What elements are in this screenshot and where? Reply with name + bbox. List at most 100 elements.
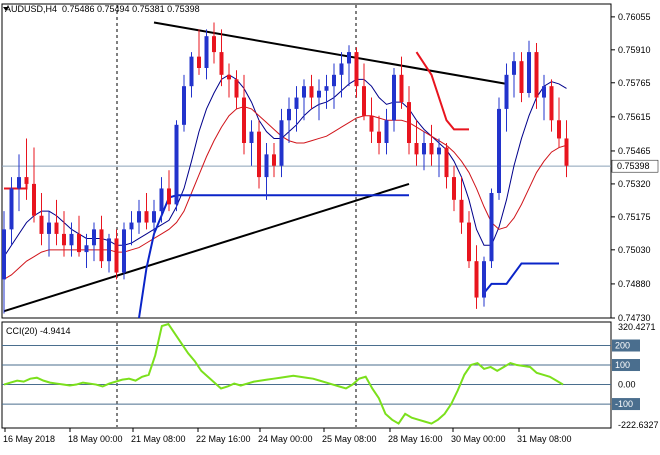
kijun-line-2 (483, 262, 559, 294)
candle-body (324, 86, 329, 91)
candle (377, 115, 381, 155)
candle (339, 52, 344, 98)
candle (392, 68, 396, 132)
time-tick-label: 16 May 2018 (3, 434, 55, 444)
time-tick-label: 25 May 08:00 (322, 434, 377, 444)
candle-body (564, 138, 569, 166)
current-price-label: 0.75398 (617, 161, 650, 171)
candle (122, 222, 126, 280)
candle (107, 233, 111, 273)
candle-layer (2, 22, 569, 314)
cci-tick-label: -222.6327 (618, 420, 659, 430)
cci-layer (3, 322, 564, 425)
candle-body (549, 86, 554, 121)
candle (272, 143, 276, 178)
candle (557, 97, 561, 148)
candle (519, 52, 524, 103)
candle (287, 97, 291, 143)
candle-body (287, 108, 291, 121)
candle-body (234, 79, 239, 98)
candle (17, 154, 21, 212)
slow-ma-line (3, 74, 567, 257)
candle-body (219, 52, 224, 75)
candle (309, 74, 314, 109)
candle-body (257, 131, 261, 178)
candle-body (384, 120, 389, 143)
candle (542, 74, 546, 121)
candle (399, 56, 404, 109)
candle-body (542, 86, 546, 98)
candle-body (534, 52, 539, 98)
candle (212, 22, 216, 64)
time-tick-label: 21 May 08:00 (131, 434, 186, 444)
resistance-trendline (153, 21, 507, 85)
candle (354, 47, 359, 98)
candle (429, 124, 434, 166)
candle (174, 120, 179, 212)
candle-body (474, 261, 479, 298)
candle-body (489, 193, 494, 262)
candle (504, 63, 509, 132)
candle-body (504, 74, 509, 109)
cci-level-badge (612, 359, 640, 372)
candle (324, 74, 329, 109)
candle (459, 177, 464, 234)
candle-body (204, 36, 209, 68)
price-tick-label: 0.75765 (618, 78, 651, 88)
candle (182, 74, 186, 132)
candle (474, 245, 479, 309)
dropdown-icon[interactable] (3, 7, 9, 11)
candle-body (557, 120, 561, 139)
cci-tick-label: -100 (615, 399, 633, 409)
candle-body (497, 108, 501, 193)
candle-body (527, 52, 531, 93)
candle (549, 79, 554, 132)
candle (159, 177, 164, 223)
candle (512, 52, 516, 98)
candle (137, 199, 141, 234)
candle-body (392, 74, 396, 121)
candle (384, 108, 389, 155)
price-tick-label: 0.76055 (618, 12, 651, 22)
candle-body (152, 211, 156, 223)
cci-tick-label: 320.4271 (618, 322, 656, 332)
candle (489, 188, 494, 268)
time-tick-label: 30 May 00:00 (451, 434, 506, 444)
candle-body (107, 238, 111, 262)
candle-body (182, 86, 186, 125)
candle (84, 233, 89, 268)
candle (294, 86, 299, 132)
candle-body (422, 143, 426, 155)
candle-body (62, 233, 66, 246)
candle (9, 177, 14, 246)
candle-body (84, 245, 89, 253)
candle-body (159, 188, 164, 212)
candle (69, 222, 74, 257)
current-price-badge (611, 159, 659, 173)
candle (362, 63, 366, 121)
candle (564, 120, 569, 178)
cci-tick-label: 200 (615, 341, 630, 351)
candle-body (339, 63, 344, 75)
candle-body (114, 238, 119, 273)
candle (114, 229, 119, 280)
candle-body (9, 188, 14, 230)
time-tick-label: 22 May 16:00 (196, 434, 251, 444)
chart-symbol-label: AUDUSD,H4 (5, 4, 57, 14)
candle (227, 63, 231, 98)
candle (302, 79, 306, 121)
candle (527, 40, 531, 98)
chart-ohlc-label: 0.75486 0.75494 0.75381 0.75398 (62, 4, 200, 14)
price-tick-label: 0.75320 (618, 179, 651, 189)
price-tick-label: 0.75175 (618, 212, 651, 222)
candle (39, 193, 44, 246)
candle-body (24, 177, 29, 184)
candle-body (512, 61, 516, 75)
candle-body (452, 177, 456, 200)
candle (24, 138, 29, 200)
candle-body (317, 90, 321, 98)
candle-body (54, 222, 59, 234)
candle (414, 120, 419, 166)
